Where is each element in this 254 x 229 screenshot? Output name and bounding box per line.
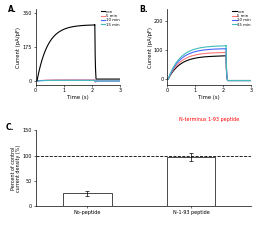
con [226,79,229,82]
Text: B.: B. [140,5,148,14]
5 min [215,51,218,54]
10 min [226,79,229,82]
Bar [167,157,215,206]
5 min [165,78,168,80]
15 min [215,45,218,48]
10 min [203,49,207,51]
Text: C.: C. [5,123,14,132]
con [226,79,229,82]
10 min [250,79,253,82]
15 min [226,79,229,82]
10 min [220,47,223,50]
5 min [220,51,223,54]
10 min [225,47,228,50]
X-axis label: Time (s): Time (s) [67,95,89,100]
X-axis label: Time (s): Time (s) [198,95,220,100]
15 min [186,51,189,54]
con [220,55,223,57]
5 min [225,51,228,54]
Text: N-terminus 1-93 peptide: N-terminus 1-93 peptide [179,117,239,122]
5 min [219,51,222,54]
con [225,55,228,57]
Y-axis label: Percent of control
current density (%): Percent of control current density (%) [10,144,21,192]
Y-axis label: Current (pA/pF): Current (pA/pF) [16,27,21,68]
con [165,78,168,80]
15 min [250,79,253,82]
Line: 15 min: 15 min [167,46,251,81]
15 min [226,79,229,82]
15 min [225,44,228,47]
5 min [250,79,253,82]
10 min [215,48,218,50]
Legend: con, 5 min, 10 min, 15 min: con, 5 min, 10 min, 15 min [101,10,120,27]
5 min [203,52,207,55]
15 min [203,46,207,49]
Line: con: con [167,56,251,81]
10 min [165,78,168,80]
5 min [226,79,229,82]
5 min [226,79,229,82]
Y-axis label: Current (pA/pF): Current (pA/pF) [148,27,153,68]
Line: 5 min: 5 min [167,52,251,81]
con [250,79,253,82]
15 min [219,45,222,47]
con [215,55,218,57]
Legend: con, 5 min, 10 min, 15 min: con, 5 min, 10 min, 15 min [232,10,251,27]
15 min [165,78,168,80]
10 min [186,53,189,56]
10 min [226,79,229,82]
Line: 10 min: 10 min [167,49,251,81]
con [219,55,222,57]
15 min [220,45,223,47]
con [186,59,189,62]
con [203,55,207,58]
5 min [186,56,189,59]
10 min [219,47,222,50]
Text: A.: A. [8,5,17,14]
Bar [63,194,112,206]
